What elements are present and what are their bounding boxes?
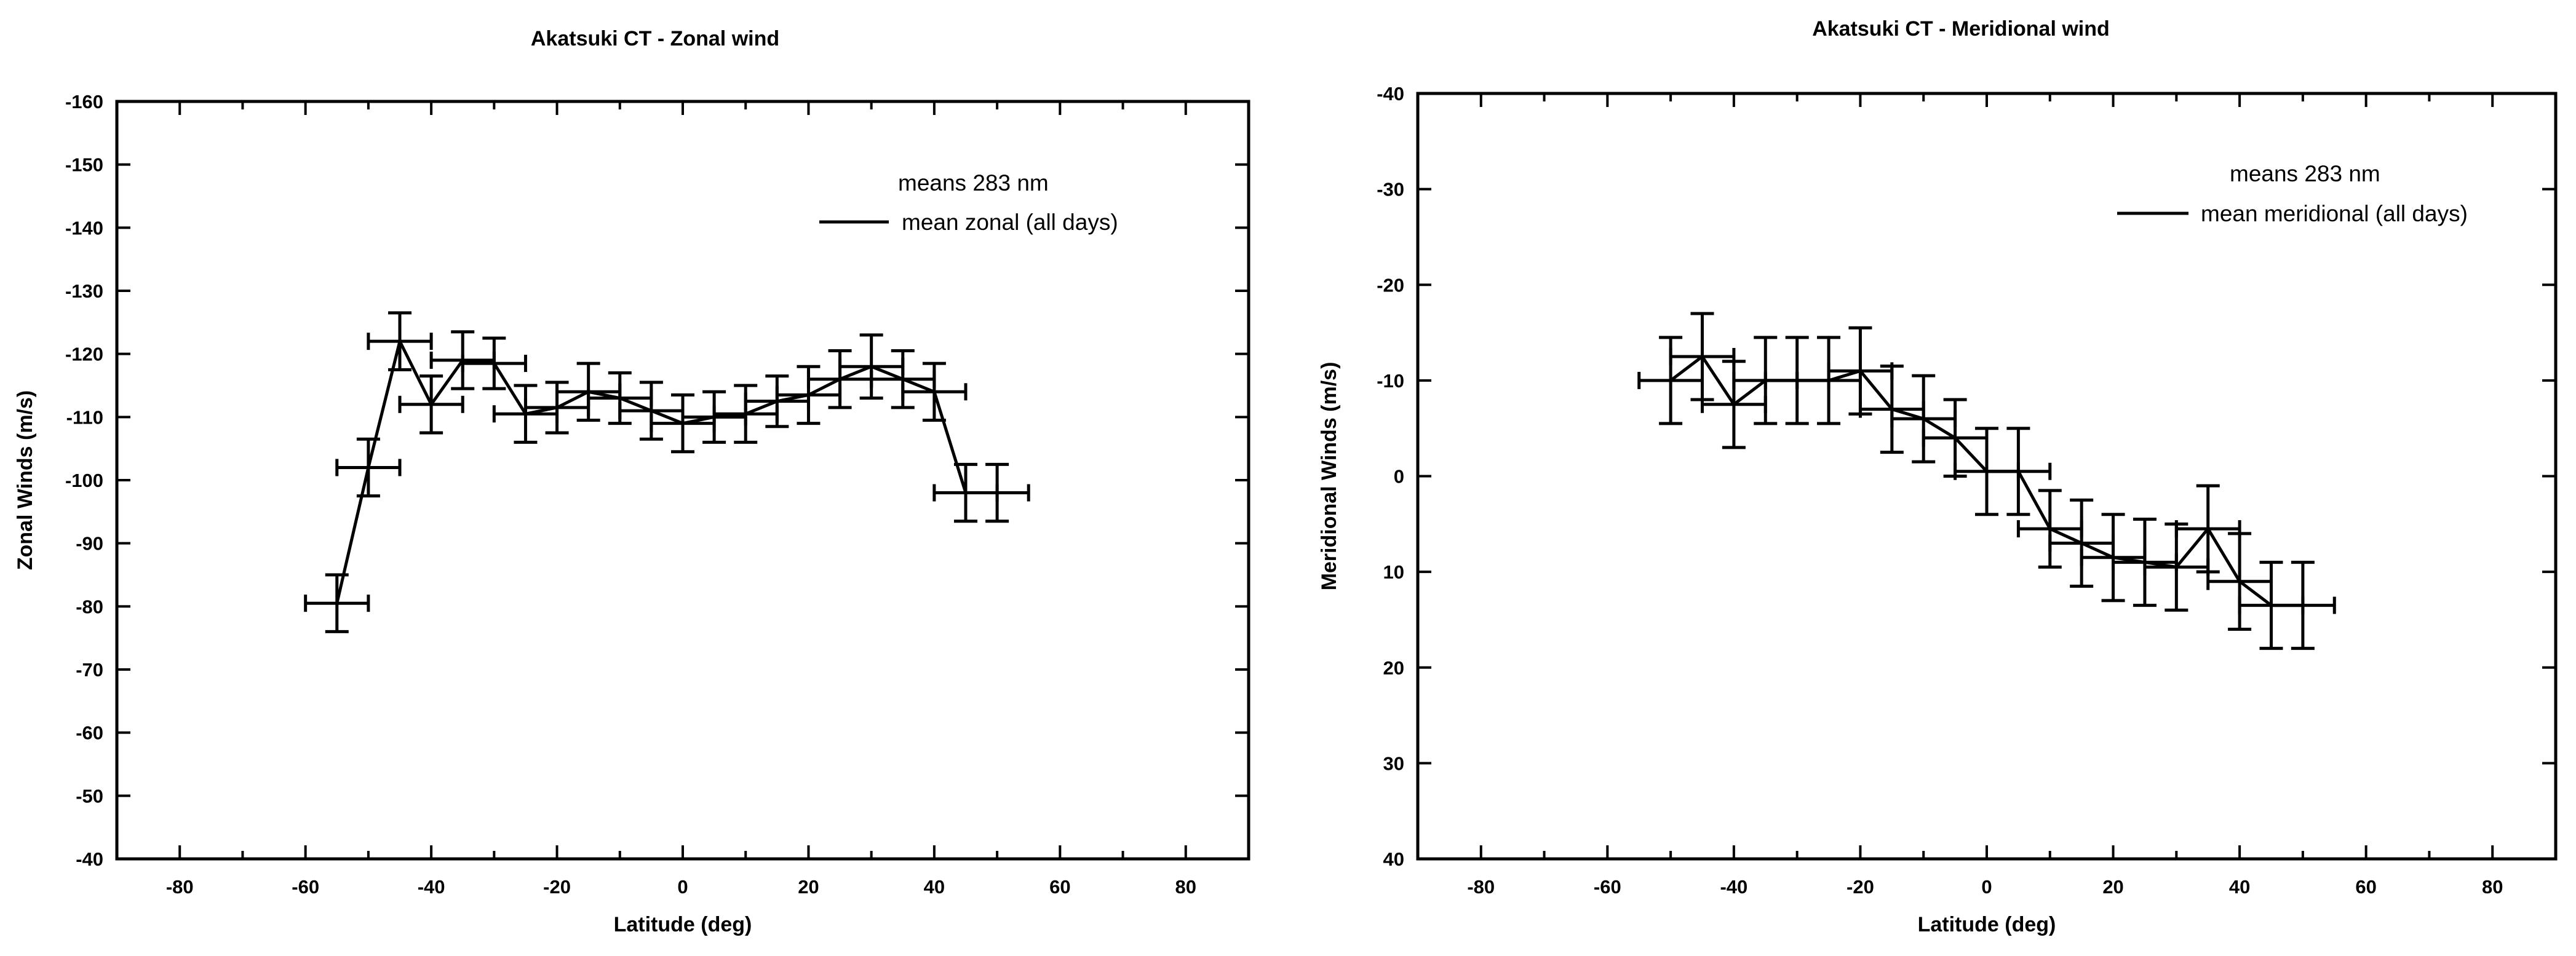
y-tick-label: -80 [76, 596, 103, 617]
data-point [1669, 312, 1736, 401]
y-tick-label: -10 [1377, 370, 1404, 392]
meridional-wind-chart: Akatsuki CT - Meridional wind -80 -60 -40 -2… [1318, 17, 2558, 936]
data-point [964, 462, 1030, 523]
x-tick-label: -40 [418, 876, 445, 898]
chart-title: Akatsuki CT - Zonal wind [531, 27, 779, 50]
y-tick-label: 30 [1383, 753, 1404, 774]
y-tick-label: -120 [65, 344, 103, 365]
y-axis-label: Zonal Winds (m/s) [14, 390, 37, 570]
x-tick-label: 20 [798, 876, 819, 898]
y-axis-label: Meridional Winds (m/s) [1318, 362, 1341, 591]
x-tick-label: 80 [2482, 876, 2503, 898]
data-point [1985, 427, 2052, 516]
legend-entry: mean meridional (all days) [2201, 201, 2468, 226]
data-point [2270, 561, 2336, 650]
chart-title: Akatsuki CT - Meridional wind [1812, 17, 2110, 41]
data-point [335, 437, 402, 498]
x-tick-label: 0 [1981, 876, 1992, 898]
data-point [461, 336, 527, 390]
x-tick-label: -80 [166, 876, 194, 898]
y-tick-label: -140 [65, 217, 103, 239]
data-point [398, 374, 464, 435]
x-tick-label: -80 [1467, 876, 1495, 898]
x-tick-label: 60 [2355, 876, 2376, 898]
y-tick-label: -40 [1377, 83, 1404, 105]
y-tick-label: -30 [1377, 179, 1404, 200]
zonal-wind-chart: Akatsuki CT - Zonal wind -80 -60 -40 -20 0 20 4… [14, 27, 1250, 936]
data-point [2174, 484, 2241, 574]
y-tick-label: -110 [66, 406, 103, 428]
legend-entry: mean zonal (all days) [902, 210, 1118, 235]
x-tick-label: -60 [292, 876, 319, 898]
data-point [2206, 532, 2273, 631]
x-tick-label: 40 [2229, 876, 2250, 898]
y-tick-label: -100 [65, 470, 103, 491]
legend-title: means 283 nm [898, 170, 1049, 196]
y-tick-label: -130 [65, 280, 103, 302]
y-tick-label: 20 [1383, 657, 1404, 679]
y-tick-label: -20 [1377, 274, 1404, 296]
series-line [335, 339, 998, 604]
x-axis-label: Latitude (deg) [1918, 913, 2056, 936]
x-tick-label: 60 [1049, 876, 1070, 898]
legend-title: means 283 nm [2230, 161, 2380, 186]
x-tick-label: -20 [1847, 876, 1874, 898]
x-tick-label: 80 [1175, 876, 1196, 898]
x-tick-label: -60 [1594, 876, 1621, 898]
x-tick-label: -40 [1720, 876, 1747, 898]
y-tick-label: -70 [76, 659, 103, 681]
y-tick-label: -160 [65, 91, 103, 113]
data-point [1795, 336, 1862, 425]
y-tick-label: 10 [1383, 561, 1404, 583]
x-tick-label: 20 [2102, 876, 2123, 898]
y-tick-label: -150 [65, 154, 103, 176]
y-tick-label: 40 [1383, 848, 1404, 870]
y-tick-label: -60 [76, 722, 103, 744]
y-tick-label: -50 [76, 785, 103, 807]
data-point [304, 573, 370, 633]
data-point [1890, 374, 1957, 464]
data-point [2016, 489, 2083, 569]
data-point [838, 333, 905, 400]
y-tick-label: -90 [76, 533, 103, 555]
y-tick-label: -40 [76, 848, 103, 870]
y-tick-label: 0 [1394, 466, 1404, 488]
data-point [367, 311, 433, 371]
data-point [1858, 365, 1925, 454]
data-point [901, 361, 968, 422]
x-tick-label: 40 [924, 876, 945, 898]
x-tick-label: -20 [543, 876, 571, 898]
x-tick-label: 0 [677, 876, 688, 898]
x-axis-label: Latitude (deg) [614, 913, 752, 936]
